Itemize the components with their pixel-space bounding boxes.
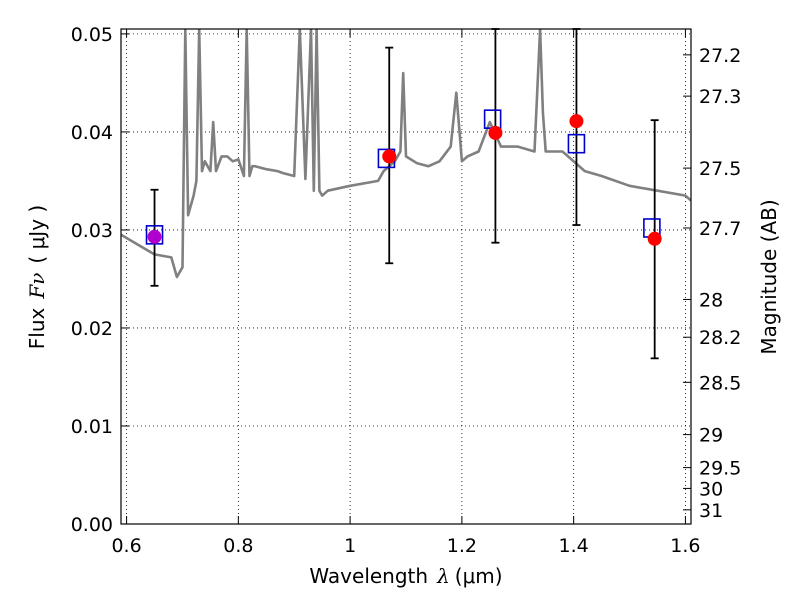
y-tick-label: 0.01	[71, 416, 113, 438]
grid-lines	[121, 29, 691, 525]
y2-tick-label: 28.2	[699, 327, 741, 349]
y2-axis-label: Magnitude (AB)	[757, 199, 781, 354]
x-tick-label: 1	[344, 535, 356, 557]
y2-tick-label: 27.7	[699, 218, 741, 240]
y2-tick-label: 29.5	[699, 458, 741, 480]
observed-circle-marker	[382, 149, 397, 164]
y2-tick-label: 29	[699, 425, 723, 447]
y2-tick-label: 28	[699, 289, 723, 311]
observed-circle-marker	[488, 125, 503, 140]
observed-circle-marker	[647, 231, 662, 246]
observed-circle-marker	[147, 229, 162, 244]
observed-circle-marker	[569, 114, 584, 129]
x-tick-label: 0.8	[223, 535, 253, 557]
model-square-marker	[145, 225, 164, 245]
y2-tick-label: 27.2	[699, 45, 741, 67]
plot-frame	[120, 28, 692, 525]
model-square-marker	[567, 133, 586, 154]
y-tick-label: 0.00	[71, 514, 113, 536]
spectrum-line	[121, 29, 691, 279]
x-axis: 0.6 0.8 1 1.2 1.4 1.6	[111, 29, 701, 557]
y-axis-label: FluxFν( μJy )	[25, 205, 49, 349]
plot-area	[121, 29, 691, 279]
y2-tick-label: 31	[699, 500, 723, 522]
x-tick-label: 1.4	[559, 535, 589, 557]
y-tick-label: 0.05	[71, 24, 113, 46]
y2-tick-label: 28.5	[699, 372, 741, 394]
y-axis: 0.00 0.01 0.02 0.03 0.04 0.05	[71, 24, 129, 536]
y-tick-label: 0.02	[71, 318, 113, 340]
y-tick-label: 0.03	[71, 220, 113, 242]
y2-tick-label: 27.5	[699, 158, 741, 180]
x-tick-label: 0.6	[111, 535, 141, 557]
markers	[145, 109, 662, 246]
y2-tick-label: 27.3	[699, 86, 741, 108]
y-tick-label: 0.04	[71, 122, 113, 144]
y2-tick-label: 30	[699, 478, 723, 500]
x-tick-label: 1.2	[447, 535, 477, 557]
x-axis-label: Wavelength λ (μm)	[309, 564, 502, 588]
x-tick-label: 1.6	[670, 535, 700, 557]
